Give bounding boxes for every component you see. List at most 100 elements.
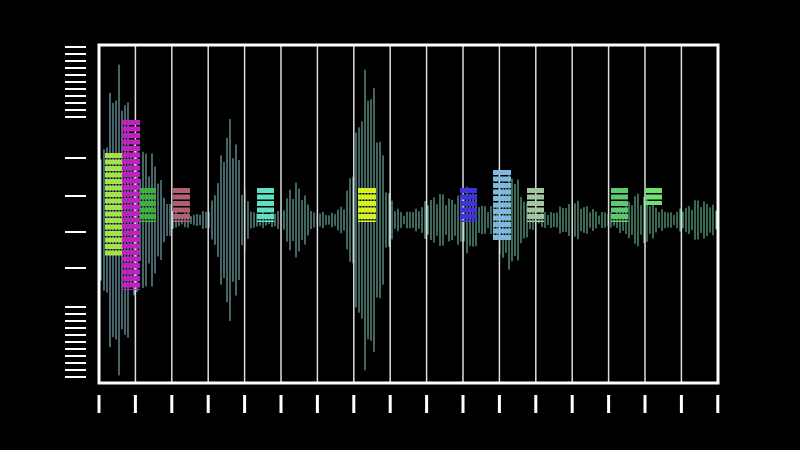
level-segment	[140, 220, 156, 222]
level-segment	[122, 243, 140, 249]
level-segment	[527, 207, 544, 213]
level-segment	[257, 214, 274, 219]
level-segment	[122, 152, 140, 158]
level-segment	[122, 159, 140, 164]
level-segment	[105, 153, 123, 158]
level-segment	[460, 188, 477, 193]
level-segment	[105, 179, 123, 184]
level-segment	[493, 189, 511, 195]
level-segment	[122, 250, 140, 255]
level-segment	[493, 222, 511, 227]
level-segment	[358, 201, 376, 206]
level-segment	[493, 196, 511, 201]
level-segment	[105, 224, 123, 230]
level-segment	[122, 120, 140, 125]
level-segment	[460, 207, 477, 213]
level-segment	[527, 220, 544, 222]
level-segment	[611, 220, 628, 222]
ticks	[65, 46, 720, 413]
level-segment	[122, 185, 140, 190]
level-segment	[527, 188, 544, 193]
level-segment	[122, 198, 140, 203]
level-segment	[493, 202, 511, 208]
level-segment	[493, 228, 511, 234]
level-segment	[122, 269, 140, 275]
level-segment	[611, 201, 628, 206]
frame	[97, 43, 720, 385]
level-segment	[122, 172, 140, 177]
level-segment	[173, 201, 190, 206]
level-segment	[122, 217, 140, 223]
level-segment	[122, 191, 140, 197]
level-segment	[122, 126, 140, 132]
level-segment	[257, 207, 274, 213]
level-segment	[122, 237, 140, 242]
level-segment	[122, 224, 140, 229]
level-segment	[611, 194, 628, 200]
level-segment	[645, 194, 662, 200]
level-segment	[611, 188, 628, 193]
level-segment	[105, 159, 123, 165]
level-segment	[105, 185, 123, 191]
level-segment	[105, 237, 123, 243]
level-segment	[140, 207, 156, 213]
level-segment	[122, 146, 140, 151]
level-segment	[173, 188, 190, 193]
level-segment	[493, 235, 511, 240]
level-segment	[105, 231, 123, 236]
level-segment	[122, 230, 140, 236]
level-segment	[105, 205, 123, 210]
level-segment	[460, 201, 477, 206]
level-segment	[122, 289, 140, 290]
level-segment	[257, 220, 274, 222]
level-segment	[493, 183, 511, 188]
level-segment	[173, 207, 190, 213]
level-segment	[358, 194, 376, 200]
level-segment	[105, 166, 123, 171]
level-segment	[122, 165, 140, 171]
level-segment	[122, 139, 140, 145]
level-segment	[105, 192, 123, 197]
level-segment	[527, 194, 544, 200]
level-segment	[122, 263, 140, 268]
level-segment	[257, 194, 274, 200]
level-segment	[493, 215, 511, 221]
level-segment	[358, 220, 376, 222]
level-segment	[122, 211, 140, 216]
level-segment	[358, 207, 376, 213]
level-segment	[122, 204, 140, 210]
level-segment	[358, 214, 376, 219]
level-segment	[460, 220, 477, 222]
level-segment	[173, 214, 190, 219]
level-segment	[460, 214, 477, 219]
level-segment	[611, 207, 628, 213]
level-segment	[122, 178, 140, 184]
level-segment	[105, 198, 123, 204]
level-segment	[122, 133, 140, 138]
level-segment	[105, 211, 123, 217]
level-segment	[527, 201, 544, 206]
level-segment	[122, 256, 140, 262]
level-segment	[527, 214, 544, 219]
level-segment	[140, 214, 156, 219]
level-segment	[173, 194, 190, 200]
level-blocks	[105, 120, 662, 290]
level-segment	[105, 218, 123, 223]
level-segment	[105, 172, 123, 178]
level-segment	[257, 201, 274, 206]
level-segment	[645, 188, 662, 193]
level-segment	[105, 244, 123, 249]
level-segment	[611, 214, 628, 219]
level-segment	[105, 250, 123, 256]
level-segment	[140, 194, 156, 200]
level-segment	[493, 170, 511, 175]
level-segment	[645, 201, 662, 205]
level-segment	[140, 188, 156, 193]
level-segment	[493, 176, 511, 182]
level-segment	[460, 194, 477, 200]
level-segment	[493, 209, 511, 214]
level-segment	[122, 276, 140, 281]
level-segment	[140, 201, 156, 206]
